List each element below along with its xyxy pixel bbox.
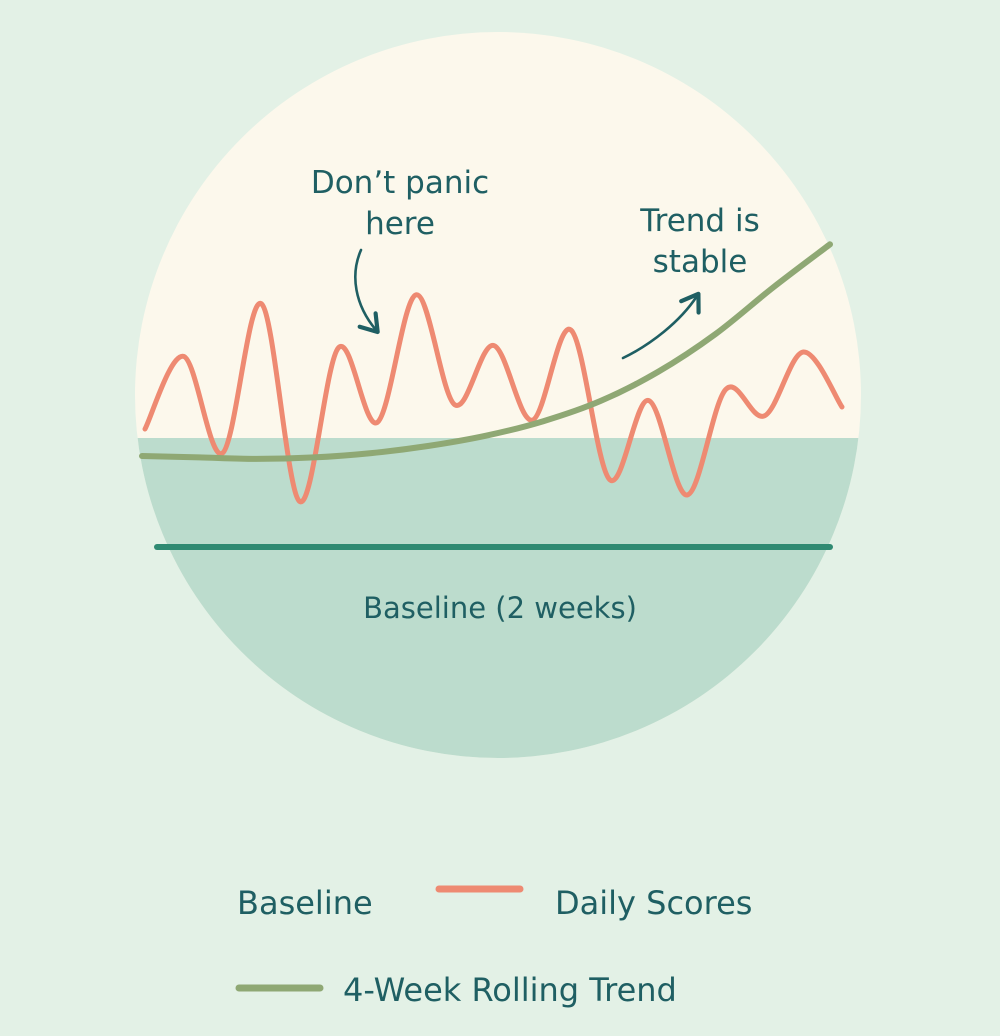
legend-trend-label: 4-Week Rolling Trend — [343, 971, 677, 1009]
rolling-trend-line — [139, 241, 833, 462]
baseline-label: Baseline (2 weeks) — [363, 591, 637, 625]
annotation-trend-stable-line-2: stable — [653, 244, 748, 280]
annotation-trend-stable-arrow — [621, 291, 701, 360]
legend-baseline-label: Baseline — [237, 884, 373, 922]
daily-scores-line — [142, 292, 845, 505]
annotation-dont-panic-line-2: here — [365, 206, 435, 242]
annotation-dont-panic-arrow — [354, 248, 380, 335]
rolling-trend-series — [139, 241, 833, 462]
annotation-dont-panic-line-1: Don’t panic — [311, 165, 489, 201]
legend-daily-label: Daily Scores — [555, 884, 752, 922]
annotation-trend-stable-line-1: Trend is — [639, 203, 759, 239]
daily-scores-series — [142, 292, 845, 505]
